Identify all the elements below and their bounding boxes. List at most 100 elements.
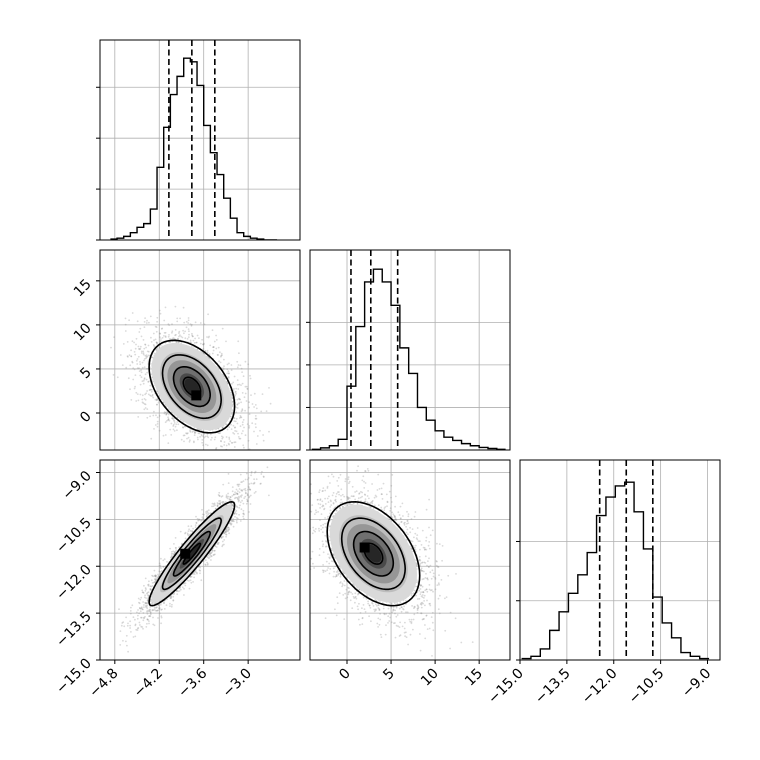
sample-point <box>187 525 190 528</box>
sample-point <box>170 422 173 425</box>
sample-point <box>144 354 147 357</box>
sample-point <box>216 504 219 507</box>
sample-point <box>253 492 256 494</box>
sample-point <box>138 601 140 604</box>
sample-point <box>217 543 220 545</box>
sample-point <box>163 602 165 605</box>
sample-point <box>206 349 209 352</box>
sample-point <box>125 640 127 643</box>
sample-point <box>154 581 156 584</box>
sample-point <box>131 360 134 363</box>
sample-point <box>255 478 258 481</box>
sample-point <box>233 417 236 420</box>
sample-point <box>172 599 175 602</box>
sample-point <box>229 522 232 524</box>
sample-point <box>190 323 193 326</box>
sample-point <box>220 440 222 442</box>
sample-point <box>146 591 149 594</box>
sample-point <box>152 414 155 417</box>
sample-point <box>239 364 242 367</box>
sample-point <box>205 465 207 467</box>
sample-point <box>209 556 211 558</box>
sample-point <box>159 312 162 315</box>
sample-point <box>235 492 238 495</box>
sample-point <box>180 335 183 338</box>
sample-point <box>156 347 159 350</box>
sample-point <box>211 329 214 332</box>
sample-point <box>172 423 175 426</box>
sample-point <box>230 451 232 453</box>
sample-point <box>186 437 188 440</box>
sample-point <box>139 610 142 613</box>
sample-point <box>214 545 217 548</box>
sample-point <box>141 380 144 383</box>
sample-point <box>146 319 148 322</box>
sample-point <box>146 599 149 602</box>
sample-point <box>188 580 190 582</box>
sample-point <box>145 355 148 358</box>
contour-line <box>161 354 223 420</box>
sample-point <box>236 379 239 381</box>
sample-point <box>158 562 161 565</box>
sample-point <box>201 519 204 522</box>
sample-point <box>143 596 146 599</box>
sample-point <box>177 341 180 344</box>
sample-point <box>234 430 237 432</box>
sample-point <box>170 434 173 436</box>
sample-point <box>234 515 236 518</box>
sample-point <box>132 367 135 369</box>
sample-point <box>194 431 197 434</box>
sample-point <box>154 609 157 612</box>
sample-point <box>232 493 235 496</box>
sample-point <box>155 341 158 344</box>
sample-point <box>232 525 235 528</box>
sample-point <box>225 436 228 438</box>
sample-point <box>168 334 170 336</box>
sample-point <box>256 435 259 437</box>
sample-point <box>178 335 180 338</box>
sample-point <box>142 402 145 405</box>
sample-point <box>173 420 176 422</box>
sample-point <box>149 610 152 613</box>
sample-point <box>192 430 195 432</box>
sample-point <box>186 432 189 435</box>
sample-point <box>151 393 154 396</box>
sample-point <box>161 336 164 339</box>
sample-point <box>254 423 257 425</box>
sample-point <box>220 537 223 539</box>
sample-point <box>214 549 216 552</box>
sample-point <box>168 338 171 340</box>
sample-point <box>231 490 234 493</box>
sample-point <box>186 432 188 435</box>
sample-point <box>268 387 270 389</box>
sample-point <box>216 502 219 504</box>
sample-point <box>140 335 143 338</box>
sample-point <box>199 322 202 324</box>
sample-point <box>159 603 162 606</box>
sample-point <box>136 627 139 630</box>
sample-point <box>239 425 242 428</box>
sample-point <box>171 417 173 420</box>
sample-point <box>233 520 235 523</box>
sample-point <box>143 604 145 606</box>
sample-point <box>189 339 192 342</box>
sample-point <box>238 437 241 440</box>
sample-point <box>156 416 159 419</box>
sample-point <box>149 612 152 614</box>
sample-point <box>147 596 150 599</box>
sample-point <box>235 411 238 414</box>
sample-point <box>194 337 197 340</box>
sample-point <box>246 388 249 390</box>
sample-point <box>238 417 241 419</box>
sample-point <box>192 335 194 338</box>
sample-point <box>163 335 165 337</box>
sample-point <box>212 346 215 349</box>
sample-point <box>143 358 146 360</box>
sample-point <box>196 334 199 337</box>
sample-point <box>205 457 207 459</box>
sample-point <box>239 501 242 504</box>
sample-point <box>147 354 150 357</box>
sample-point <box>153 606 156 609</box>
sample-point <box>173 551 176 554</box>
sample-point <box>164 331 167 334</box>
